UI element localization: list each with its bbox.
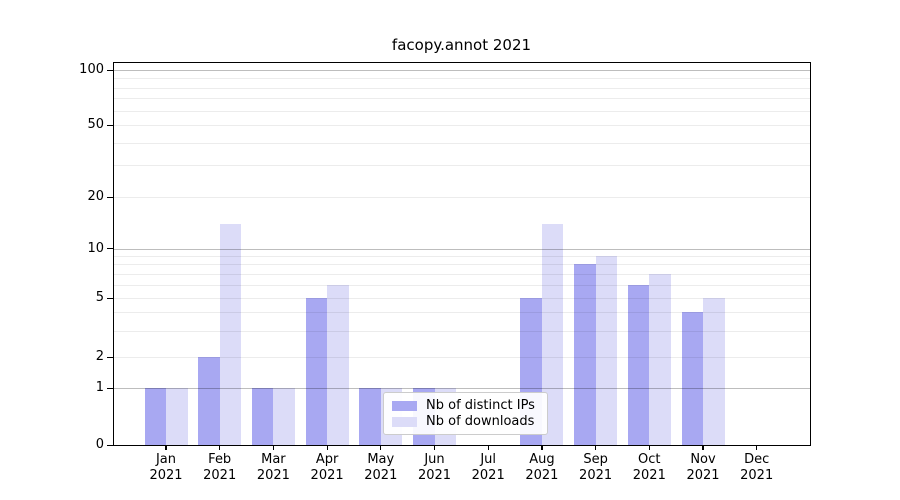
gridline-minor [113, 98, 810, 100]
gridline-minor [113, 264, 810, 266]
spine-left [113, 62, 115, 446]
bar-downloads-nov [703, 298, 725, 445]
x-axis-tick-label-oct: Oct 2021 [632, 452, 666, 483]
y-tick-mark [107, 196, 113, 198]
gridline-major [113, 388, 810, 389]
bar-downloads-mar [273, 388, 295, 445]
x-tick-mark [541, 445, 543, 450]
y-axis-tick-label: 5 [95, 290, 104, 305]
bar-distinct-ips-oct [627, 284, 650, 445]
gridline-minor [113, 284, 810, 286]
x-axis-tick-label-dec: Dec 2021 [740, 452, 774, 483]
gridline-minor [113, 165, 810, 167]
x-tick-mark [326, 445, 328, 450]
legend-entry-downloads: Nb of downloads [392, 414, 539, 429]
y-tick-mark [107, 444, 113, 446]
legend-swatch-distinct-ips [392, 400, 417, 411]
y-axis-tick-label: 10 [87, 240, 104, 256]
gridline-minor [113, 142, 810, 144]
y-tick-mark [107, 69, 113, 71]
x-axis-tick-label-jul: Jul 2021 [471, 452, 505, 483]
y-tick-mark [107, 248, 113, 250]
gridline-minor [113, 330, 810, 332]
gridline-minor [113, 78, 810, 80]
x-axis-tick-label-jan: Jan 2021 [149, 452, 183, 483]
bar-downloads-aug [541, 223, 564, 445]
bar-distinct-ips-may [359, 388, 381, 445]
bar-downloads-jan [166, 388, 188, 445]
gridline-minor [113, 273, 810, 275]
gridline-minor [113, 298, 810, 299]
y-tick-mark [107, 356, 113, 358]
x-tick-mark [648, 445, 650, 450]
x-tick-mark [272, 445, 275, 450]
legend-label-distinct-ips: Nb of distinct IPs [426, 398, 535, 413]
spine-right [810, 62, 812, 446]
y-tick-mark [107, 297, 113, 299]
x-tick-mark [702, 445, 704, 450]
legend: Nb of distinct IPs Nb of downloads [383, 392, 548, 435]
y-tick-mark [107, 124, 113, 126]
bar-distinct-ips-nov [681, 312, 703, 445]
gridline-minor [113, 256, 810, 258]
x-axis-tick-label-nov: Nov 2021 [686, 452, 720, 483]
x-axis-tick-label-feb: Feb 2021 [203, 452, 237, 483]
y-axis-tick-label: 20 [87, 189, 104, 204]
gridline-minor [113, 197, 810, 198]
x-tick-mark [595, 445, 597, 450]
gridline-minor [113, 312, 810, 314]
gridline-minor [113, 125, 810, 126]
gridlines-layer [113, 62, 810, 445]
x-tick-mark [165, 445, 167, 450]
x-tick-mark [756, 445, 758, 450]
legend-entry-distinct-ips: Nb of distinct IPs [392, 398, 539, 413]
y-axis-tick-label: 50 [87, 117, 104, 132]
x-tick-mark [380, 445, 382, 450]
plot-area [113, 62, 810, 445]
spine-top [113, 62, 810, 64]
bar-downloads-oct [649, 273, 671, 445]
x-axis-tick-label-sep: Sep 2021 [579, 452, 613, 483]
gridline-major [113, 70, 810, 71]
x-tick-mark [433, 445, 436, 450]
y-axis-tick-label: 100 [79, 62, 104, 77]
gridline-minor [113, 110, 810, 112]
x-axis-tick-label-apr: Apr 2021 [310, 452, 344, 483]
x-axis-tick-label-jun: Jun 2021 [417, 452, 452, 483]
bar-distinct-ips-apr [305, 298, 328, 445]
legend-label-downloads: Nb of downloads [426, 414, 535, 429]
y-axis-tick-label: 2 [95, 349, 104, 364]
bar-distinct-ips-mar [251, 388, 274, 445]
bar-downloads-sep [595, 256, 618, 445]
y-axis-tick-label: 1 [95, 380, 104, 395]
spine-bottom [113, 445, 810, 447]
bar-distinct-ips-sep [574, 264, 596, 445]
x-axis-tick-label-mar: Mar 2021 [256, 452, 290, 483]
x-tick-mark [487, 445, 489, 450]
x-tick-mark [219, 445, 221, 450]
bar-distinct-ips-jan [144, 388, 166, 445]
x-axis-tick-label-aug: Aug 2021 [525, 452, 559, 483]
bar-distinct-ips-feb [198, 357, 220, 445]
chart-title: facopy.annot 2021 [391, 36, 532, 54]
gridline-major [113, 248, 810, 250]
gridline-minor [113, 87, 810, 89]
bar-downloads-feb [219, 223, 242, 445]
y-tick-mark [107, 387, 113, 389]
x-axis-tick-label-may: May 2021 [364, 452, 398, 483]
bar-downloads-apr [327, 284, 349, 445]
gridline-minor [113, 357, 810, 358]
y-axis-tick-label: 0 [95, 437, 104, 452]
legend-swatch-downloads [392, 416, 417, 427]
